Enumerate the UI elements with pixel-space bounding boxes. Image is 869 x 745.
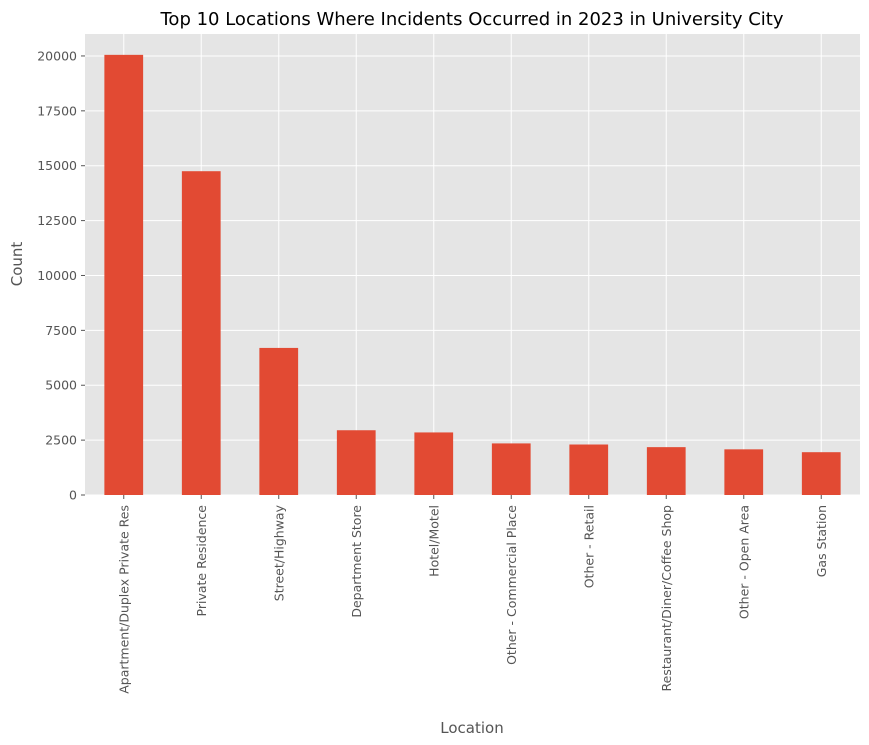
bars xyxy=(104,54,841,495)
chart-title: Top 10 Locations Where Incidents Occurre… xyxy=(160,9,784,30)
bar xyxy=(181,171,221,495)
bar xyxy=(259,347,299,495)
bar xyxy=(724,449,764,495)
y-tick-label: 0 xyxy=(69,488,77,503)
x-tick-label: Department Store xyxy=(349,505,364,618)
y-tick-label: 5000 xyxy=(45,378,77,393)
y-tick-label: 17500 xyxy=(37,103,77,118)
bar xyxy=(336,430,376,495)
bar xyxy=(801,452,841,495)
x-tick-label: Private Residence xyxy=(194,505,209,617)
x-tick-label: Hotel/Motel xyxy=(426,505,441,577)
x-tick-label: Other - Open Area xyxy=(736,505,751,619)
y-tick-label: 10000 xyxy=(37,268,77,283)
bar xyxy=(414,432,454,495)
x-tick-label: Other - Commercial Place xyxy=(504,505,519,665)
y-tick-label: 20000 xyxy=(37,48,77,63)
x-tick-label: Restaurant/Diner/Coffee Shop xyxy=(659,505,674,692)
x-tick-label: Gas Station xyxy=(814,505,829,577)
y-tick-label: 12500 xyxy=(37,213,77,228)
y-axis-label: Count xyxy=(8,242,26,287)
y-axis-ticks: 0 2500 5000 7500 10000 12500 15000 17500 20000 xyxy=(37,48,85,503)
bar xyxy=(646,447,686,495)
x-tick-label: Apartment/Duplex Private Res xyxy=(116,505,131,694)
y-tick-label: 7500 xyxy=(45,323,77,338)
x-tick-label: Street/Highway xyxy=(271,504,286,601)
x-tick-label: Other - Retail xyxy=(581,505,596,588)
bar xyxy=(491,443,531,495)
x-axis-label: Location xyxy=(440,719,503,737)
x-axis-ticks: Apartment/Duplex Private Res Private Resi… xyxy=(116,495,829,694)
y-tick-label: 15000 xyxy=(37,158,77,173)
bar xyxy=(569,444,609,495)
y-tick-label: 2500 xyxy=(45,433,77,448)
bar xyxy=(104,54,144,495)
